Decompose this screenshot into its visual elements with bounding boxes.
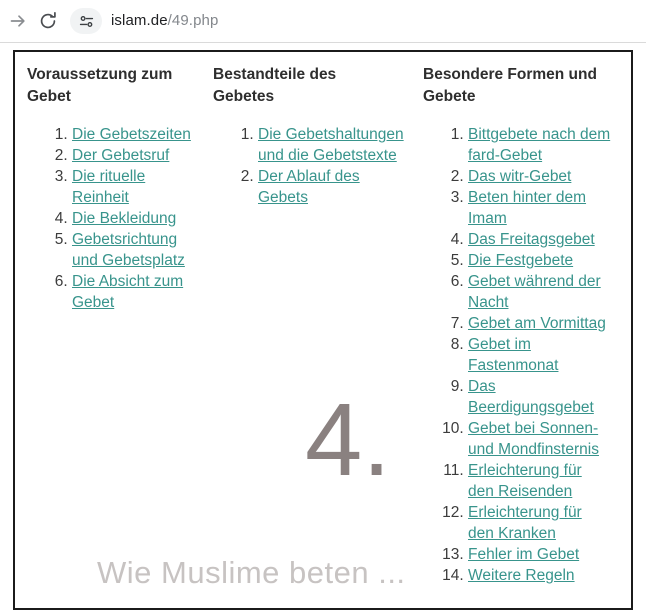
topic-link[interactable]: Fehler im Gebet: [468, 546, 580, 563]
topic-list-item: Die Absicht zum Gebet: [72, 271, 203, 313]
topic-list-item: Die rituelle Reinheit: [72, 166, 203, 208]
topic-list-item: Erleichterung für den Kranken: [468, 502, 611, 544]
topic-link[interactable]: Die Absicht zum Gebet: [72, 273, 184, 311]
topic-list-item: Beten hinter dem Imam: [468, 187, 611, 229]
topic-list-item: Erleichterung für den Reisenden: [468, 460, 611, 502]
topic-list: Die Gebetshaltungen und die Gebetstexte D…: [213, 124, 423, 208]
url-host: islam.de: [111, 12, 168, 29]
topic-link[interactable]: Das Beerdigungsgebet: [468, 378, 594, 416]
topic-link[interactable]: Erleichterung für den Kranken: [468, 504, 582, 542]
reload-icon[interactable]: [38, 11, 58, 31]
topic-link[interactable]: Gebet bei Sonnen- und Mondfinsternis: [468, 420, 599, 458]
topic-list-item: Das witr-Gebet: [468, 166, 611, 187]
topic-link[interactable]: Weitere Regeln: [468, 567, 575, 584]
topic-link[interactable]: Der Gebetsruf: [72, 147, 170, 164]
column-title: Voraussetzung zum Gebet: [27, 66, 173, 105]
topic-link[interactable]: Der Ablauf des Gebets: [258, 168, 360, 206]
topic-list-item: Weitere Regeln: [468, 565, 611, 586]
topic-link[interactable]: Die Bekleidung: [72, 210, 177, 227]
column-voraussetzung: Voraussetzung zum Gebet Die Gebetszeiten…: [27, 64, 213, 586]
topic-link[interactable]: Gebet im Fastenmonat: [468, 336, 559, 374]
topic-link[interactable]: Gebet am Vormittag: [468, 315, 606, 332]
topic-list: Bittgebete nach dem fard-Gebet Das witr-G…: [423, 124, 623, 586]
url-path: /49.php: [167, 12, 219, 29]
topic-link[interactable]: Die rituelle Reinheit: [72, 168, 146, 206]
topic-list-item: Fehler im Gebet: [468, 544, 611, 565]
tune-icon: [79, 15, 93, 27]
topic-columns: Voraussetzung zum Gebet Die Gebetszeiten…: [15, 52, 631, 586]
topic-link[interactable]: Die Festgebete: [468, 252, 574, 269]
topic-link[interactable]: Das witr-Gebet: [468, 168, 572, 185]
topic-list-item: Gebet am Vormittag: [468, 313, 611, 334]
topic-list-item: Der Gebetsruf: [72, 145, 203, 166]
topic-link[interactable]: Bittgebete nach dem fard-Gebet: [468, 126, 611, 164]
topic-list-item: Die Bekleidung: [72, 208, 203, 229]
topic-list-item: Das Freitagsgebet: [468, 229, 611, 250]
site-settings-button[interactable]: [70, 8, 102, 34]
topic-list-item: Gebetsrichtung und Gebetsplatz: [72, 229, 203, 271]
topic-list-item: Gebet während der Nacht: [468, 271, 611, 313]
topic-link[interactable]: Die Gebetszeiten: [72, 126, 191, 143]
topic-list-item: Der Ablauf des Gebets: [258, 166, 411, 208]
topic-link[interactable]: Die Gebetshaltungen und die Gebetstexte: [258, 126, 404, 164]
topic-link[interactable]: Erleichterung für den Reisenden: [468, 462, 582, 500]
topic-list: Die Gebetszeiten Der Gebetsruf Die rituell…: [27, 124, 213, 313]
chapter-number-watermark: 4.: [305, 382, 391, 497]
address-bar-url[interactable]: islam.de/49.php: [111, 0, 218, 42]
content-frame: Voraussetzung zum Gebet Die Gebetszeiten…: [13, 50, 633, 610]
topic-link[interactable]: Das Freitagsgebet: [468, 231, 595, 248]
topic-list-item: Das Beerdigungsgebet: [468, 376, 611, 418]
topic-link[interactable]: Gebet während der Nacht: [468, 273, 601, 311]
column-title: Besondere Formen und Gebete: [423, 66, 597, 105]
topic-list-item: Gebet bei Sonnen- und Mondfinsternis: [468, 418, 611, 460]
topic-list-item: Die Festgebete: [468, 250, 611, 271]
column-bestandteile: Bestandteile des Gebetes Die Gebetshaltu…: [213, 64, 423, 586]
topic-list-item: Bittgebete nach dem fard-Gebet: [468, 124, 611, 166]
topic-link[interactable]: Beten hinter dem Imam: [468, 189, 587, 227]
column-title: Bestandteile des Gebetes: [213, 66, 337, 105]
topic-list-item: Die Gebetshaltungen und die Gebetstexte: [258, 124, 411, 166]
topic-link[interactable]: Gebetsrichtung und Gebetsplatz: [72, 231, 185, 269]
column-besondere-formen: Besondere Formen und Gebete Bittgebete n…: [423, 64, 623, 586]
browser-toolbar: islam.de/49.php: [0, 0, 646, 43]
forward-arrow-icon[interactable]: [8, 11, 28, 31]
topic-list-item: Die Gebetszeiten: [72, 124, 203, 145]
chapter-caption-watermark: Wie Muslime beten ...: [97, 555, 406, 590]
topic-list-item: Gebet im Fastenmonat: [468, 334, 611, 376]
